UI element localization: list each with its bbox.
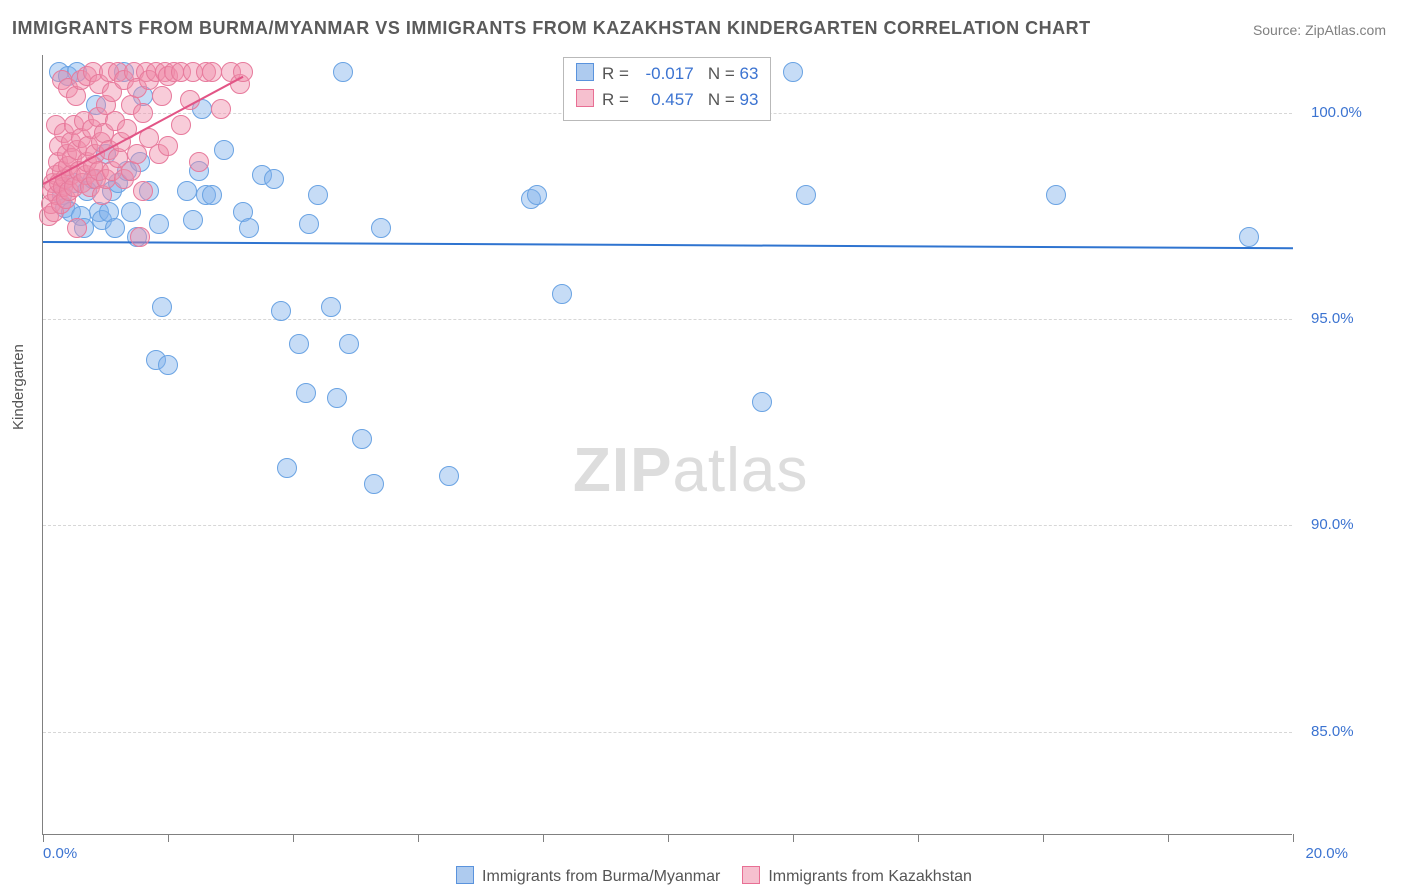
watermark: ZIPatlas [573, 435, 808, 506]
data-point [299, 214, 319, 234]
x-tick [1293, 834, 1294, 842]
data-point [130, 227, 150, 247]
data-point [527, 185, 547, 205]
data-point [214, 140, 234, 160]
legend-swatch-icon [456, 866, 474, 884]
x-tick [418, 834, 419, 842]
data-point [327, 388, 347, 408]
data-point [271, 301, 291, 321]
x-tick [543, 834, 544, 842]
stats-legend-box: R = -0.017 N = 63R = 0.457 N = 93 [563, 57, 771, 121]
data-point [177, 181, 197, 201]
data-point [352, 429, 372, 449]
y-tick-label: 90.0% [1311, 516, 1354, 533]
data-point [189, 152, 209, 172]
plot-area: ZIPatlas 85.0%90.0%95.0%100.0%0.0%20.0%R… [42, 55, 1292, 835]
data-point [133, 181, 153, 201]
data-point [105, 218, 125, 238]
gridline [43, 319, 1292, 320]
x-tick [43, 834, 44, 842]
x-tick [1043, 834, 1044, 842]
stat-r-value: 0.457 [634, 87, 694, 113]
data-point [67, 218, 87, 238]
legend-swatch-icon [742, 866, 760, 884]
data-point [202, 62, 222, 82]
legend-swatch-icon [576, 63, 594, 81]
data-point [277, 458, 297, 478]
data-point [783, 62, 803, 82]
x-tick [293, 834, 294, 842]
data-point [152, 86, 172, 106]
data-point [149, 214, 169, 234]
stats-row: R = -0.017 N = 63 [576, 61, 758, 87]
x-tick [918, 834, 919, 842]
y-tick-label: 100.0% [1311, 104, 1362, 121]
x-tick [668, 834, 669, 842]
x-tick [168, 834, 169, 842]
legend-label: Immigrants from Kazakhstan [768, 868, 972, 885]
data-point [171, 115, 191, 135]
stat-r-value: -0.017 [634, 61, 694, 87]
data-point [133, 103, 153, 123]
data-point [364, 474, 384, 494]
data-point [127, 144, 147, 164]
data-point [333, 62, 353, 82]
stat-r-label: R = [602, 64, 634, 83]
data-point [264, 169, 284, 189]
data-point [121, 202, 141, 222]
gridline [43, 525, 1292, 526]
stat-r-label: R = [602, 90, 634, 109]
data-point [158, 355, 178, 375]
y-tick-label: 95.0% [1311, 310, 1354, 327]
stat-n-value: 63 [739, 64, 758, 83]
legend-swatch-icon [576, 89, 594, 107]
stat-n-label: N = [694, 90, 740, 109]
data-point [1046, 185, 1066, 205]
data-point [296, 383, 316, 403]
data-point [158, 136, 178, 156]
x-tick [1168, 834, 1169, 842]
data-point [1239, 227, 1259, 247]
watermark-light: atlas [672, 436, 808, 505]
gridline [43, 732, 1292, 733]
y-tick-label: 85.0% [1311, 723, 1354, 740]
bottom-legend: Immigrants from Burma/Myanmar Immigrants … [0, 866, 1406, 886]
legend-label: Immigrants from Burma/Myanmar [482, 868, 720, 885]
trend-line [43, 241, 1293, 249]
data-point [239, 218, 259, 238]
data-point [183, 210, 203, 230]
stat-n-label: N = [694, 64, 740, 83]
x-tick-label-right: 20.0% [1305, 845, 1348, 862]
data-point [752, 392, 772, 412]
data-point [308, 185, 328, 205]
y-axis-label: Kindergarten [10, 344, 27, 430]
data-point [152, 297, 172, 317]
watermark-bold: ZIP [573, 436, 672, 505]
chart-title: IMMIGRANTS FROM BURMA/MYANMAR VS IMMIGRA… [12, 18, 1091, 39]
data-point [552, 284, 572, 304]
data-point [202, 185, 222, 205]
data-point [211, 99, 231, 119]
x-tick-label-left: 0.0% [43, 845, 77, 862]
data-point [439, 466, 459, 486]
data-point [796, 185, 816, 205]
data-point [339, 334, 359, 354]
x-tick [793, 834, 794, 842]
data-point [371, 218, 391, 238]
stats-row: R = 0.457 N = 93 [576, 87, 758, 113]
source-credit: Source: ZipAtlas.com [1253, 22, 1386, 38]
stat-n-value: 93 [739, 90, 758, 109]
data-point [289, 334, 309, 354]
data-point [321, 297, 341, 317]
